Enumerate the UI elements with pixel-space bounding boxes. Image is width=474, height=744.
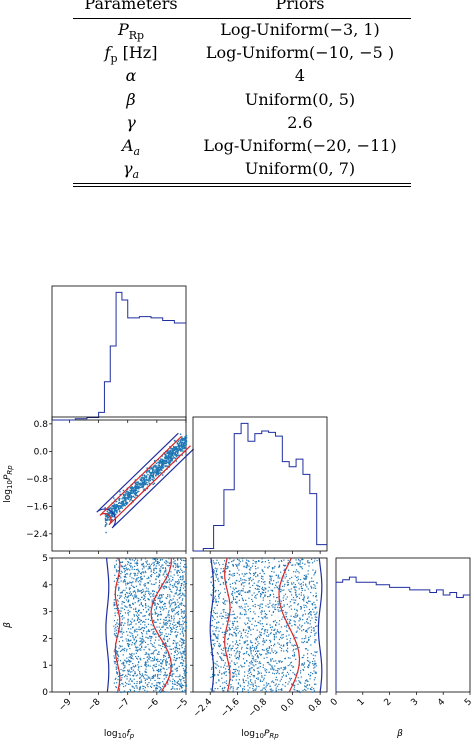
hist-panel-fp <box>51 285 187 421</box>
prior-cell: 2.6 <box>287 112 313 132</box>
header-priors: Priors <box>275 0 325 13</box>
contour-inner-left-fp-beta <box>114 557 121 693</box>
beta-tick-label: 1 <box>42 661 48 671</box>
scatter-panel-fp-prp <box>51 416 187 552</box>
contour-inner-left-prp-beta <box>224 557 231 693</box>
prp-tick-label: −2.4 <box>26 530 48 540</box>
x-axis-label-prp: log10PRp <box>241 729 279 740</box>
table-row: fp [Hz] Log-Uniform(−10, −5 ) <box>73 43 411 66</box>
contour-inner-right-fp-beta <box>150 557 173 693</box>
fp-tick-label: −9 <box>57 697 74 714</box>
hist-fp-line <box>52 291 186 421</box>
beta-tick-label: 0 <box>42 688 48 698</box>
prp-tick-label: −1.6 <box>26 502 48 512</box>
contour-outer-right-prp-beta <box>317 557 323 693</box>
beta-tick-label: 4 <box>42 581 48 591</box>
prp-tick-label: −0.8 <box>26 475 48 485</box>
param-cell: γa <box>122 159 140 182</box>
prior-cell: Log-Uniform(−10, −5 ) <box>205 43 395 63</box>
prp-tick-label: −1.6 <box>219 697 242 720</box>
prior-cell: Uniform(0, 7) <box>244 159 356 179</box>
beta-tick-label: 1 <box>356 697 367 708</box>
bottom-rule-1 <box>73 183 411 184</box>
x-axis-label-beta: β <box>396 729 403 739</box>
param-cell: β <box>126 89 136 109</box>
scatter-panel-fp-beta <box>51 557 187 693</box>
fp-tick-label: −8 <box>86 697 103 714</box>
beta-tick-label: 4 <box>436 697 447 708</box>
beta-tick-label: 5 <box>42 554 48 564</box>
header-rule <box>73 18 411 19</box>
header-parameters: Parameters <box>84 0 178 13</box>
param-cell: γ <box>126 112 136 132</box>
x-axis-label-fp: log10fp <box>104 729 135 740</box>
param-cell: PRp <box>117 20 145 43</box>
prp-tick-label: 0.0 <box>280 697 297 714</box>
beta-tick-label: 5 <box>463 697 474 708</box>
bottom-rule-2 <box>73 186 411 187</box>
prp-tick-label: −0.8 <box>247 697 270 720</box>
hist-beta-line <box>335 576 470 692</box>
hist-panel-prp <box>192 416 328 552</box>
prp-tick-label: −2.4 <box>192 697 215 720</box>
beta-tick-label: 2 <box>42 634 48 644</box>
contour-outer-left-fp-beta <box>105 557 110 693</box>
prior-cell: Log-Uniform(−3, 1) <box>220 20 380 39</box>
fp-tick-label: −6 <box>145 697 162 714</box>
prior-cell: 4 <box>294 66 306 86</box>
table-row: β Uniform(0, 5) <box>73 90 411 113</box>
prp-tick-label: 0.0 <box>34 447 49 457</box>
y-axis-label-beta: β <box>3 622 13 629</box>
param-cell: α <box>125 66 137 86</box>
beta-tick-label: 3 <box>42 608 48 618</box>
prp-tick-label: 0.8 <box>307 697 324 714</box>
scatter-points-fp-prp <box>104 433 188 534</box>
beta-tick-label: 0 <box>329 697 340 708</box>
contour-inner-right-prp-beta <box>278 557 301 693</box>
param-cell: fp [Hz] <box>104 43 158 66</box>
prp-tick-label: 0.8 <box>34 420 49 430</box>
fp-tick-label: −7 <box>115 697 131 713</box>
hist-prp-line <box>193 422 327 552</box>
contour-outer-fp-prp <box>96 432 195 529</box>
table-row: γ 2.6 <box>73 113 411 136</box>
beta-tick-label: 2 <box>383 697 394 708</box>
table-row: γa Uniform(0, 7) <box>73 159 411 182</box>
prior-cell: Uniform(0, 5) <box>244 89 356 109</box>
table-row: Aa Log-Uniform(−20, −11) <box>73 136 411 159</box>
priors-table: Parameters Priors PRp Log-Uniform(−3, 1) f… <box>73 0 411 190</box>
beta-tick-label: 3 <box>409 697 420 708</box>
table-header-row: Parameters Priors <box>73 0 411 17</box>
scatter-panel-prp-beta <box>192 557 328 693</box>
param-cell: Aa <box>121 136 141 159</box>
table-row: PRp Log-Uniform(−3, 1) <box>73 20 411 43</box>
contour-outer-left-prp-beta <box>209 557 215 693</box>
fp-tick-label: −5 <box>174 697 190 713</box>
y-axis-label-prp: log10PRp <box>3 465 14 503</box>
prior-cell: Log-Uniform(−20, −11) <box>203 136 397 155</box>
contour-inner-fp-prp <box>99 435 191 526</box>
scatter-points-prp-beta <box>210 558 318 694</box>
scatter-points-fp-beta <box>113 558 188 694</box>
